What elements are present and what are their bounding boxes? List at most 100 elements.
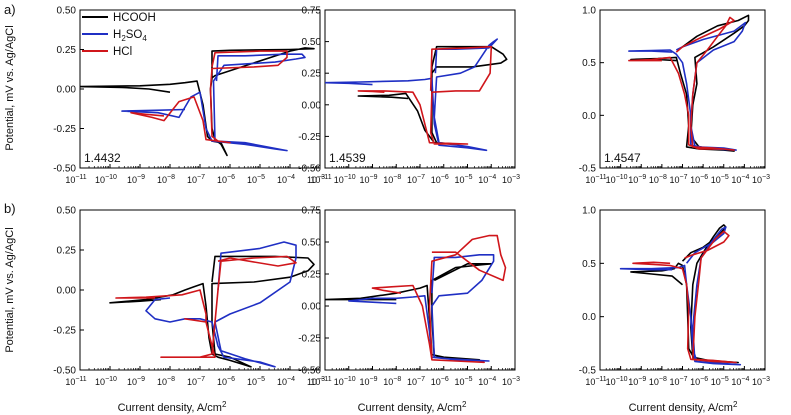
legend-label-h2so4: H2SO4 <box>113 29 147 43</box>
svg-text:Current density, A/cm2: Current density, A/cm2 <box>629 400 738 414</box>
x-tick-label: 10−10 <box>606 174 628 185</box>
x-tick-label: 10−3 <box>307 376 325 387</box>
y-tick-label: 0.00 <box>302 100 322 111</box>
y-tick-label: 0.50 <box>57 206 77 217</box>
x-tick-label: 10−11 <box>65 376 86 387</box>
x-tick-label: 10−11 <box>65 174 86 185</box>
panel-a1: -0.50 -0.25 0.00 0.25 0.50 10−11 10−10 10−9 10−8… <box>53 6 325 186</box>
y-tick-label: 1.0 <box>582 6 596 17</box>
legend: HCOOH H2SO4 HCl <box>82 12 156 58</box>
x-axis-title-b1: Current density, A/cm2 <box>118 400 227 414</box>
series-line-h2so4 <box>348 254 495 362</box>
y-tick-label: -0.25 <box>53 326 76 337</box>
x-tick-label: 10−10 <box>334 376 356 387</box>
y-tick-label: 0.25 <box>302 270 322 281</box>
x-tick-label: 10−4 <box>277 174 295 185</box>
y-tick-label: -0.5 <box>579 164 597 175</box>
series-line-hcooh <box>630 14 750 152</box>
x-tick-label: 10−8 <box>157 376 175 387</box>
y-tick-label: -0.50 <box>298 366 321 377</box>
x-tick-label: 10−3 <box>307 174 325 185</box>
y-tick-label: -0.5 <box>579 366 597 377</box>
series-line-hcl <box>130 50 288 144</box>
y-tick-label: 0.25 <box>57 246 77 257</box>
row-label-b: b) <box>4 201 16 216</box>
series-line-hcooh <box>357 45 508 145</box>
series-line-h2so4 <box>619 226 742 366</box>
y-tick-label: -0.25 <box>53 124 76 135</box>
x-tick-label: 10−8 <box>383 376 401 387</box>
series-line-hcooh <box>630 224 739 364</box>
y-tick-label: -0.50 <box>53 366 76 377</box>
x-tick-label: 10−7 <box>187 174 205 185</box>
x-tick-label: 10−9 <box>360 376 378 387</box>
x-tick-label: 10−11 <box>585 174 606 185</box>
x-tick-label: 10−8 <box>157 174 175 185</box>
x-tick-label: 10−5 <box>455 174 473 185</box>
steel-grade-label: 1.4432 <box>84 151 121 165</box>
series-line-hcooh <box>80 47 315 157</box>
series-line-hcl <box>371 234 507 364</box>
panel-a2: -0.50 -0.25 0.00 0.25 0.50 0.75 10−11 10−10 10−9… <box>298 6 520 186</box>
steel-grade-label: 1.4547 <box>604 151 641 165</box>
y-tick-label: 0.00 <box>57 85 77 96</box>
x-tick-label: 10−5 <box>711 174 729 185</box>
y-tick-label: 0.75 <box>302 6 322 17</box>
y-tick-label: -0.50 <box>298 164 321 175</box>
x-tick-label: 10−5 <box>711 376 729 387</box>
x-tick-label: 10−11 <box>585 376 606 387</box>
row-label-a: a) <box>4 2 16 17</box>
x-tick-label: 10−8 <box>649 174 667 185</box>
x-tick-label: 10−7 <box>670 174 688 185</box>
x-tick-label: 10−5 <box>455 376 473 387</box>
panel-b2: -0.50 -0.25 0.00 0.25 0.50 0.75 10−11 10−10 10−9… <box>298 206 520 388</box>
series-group <box>619 224 742 366</box>
series-line-hcl <box>632 230 737 364</box>
y-tick-label: 0.0 <box>582 111 596 122</box>
x-tick-label: 10−5 <box>247 174 265 185</box>
x-tick-label: 10−3 <box>502 376 520 387</box>
x-tick-label: 10−6 <box>431 376 449 387</box>
x-tick-label: 10−8 <box>383 174 401 185</box>
x-tick-label: 10−10 <box>606 376 628 387</box>
series-line-h2so4 <box>628 21 747 151</box>
series-line-hcooh <box>109 255 315 368</box>
x-tick-label: 10−6 <box>431 174 449 185</box>
y-tick-label: 0.25 <box>57 45 77 56</box>
plot-frame <box>599 209 766 371</box>
y-tick-label: 0.25 <box>302 69 322 80</box>
x-tick-label: 10−9 <box>628 376 646 387</box>
y-tick-label: 0.00 <box>302 302 322 313</box>
y-tick-label: -0.50 <box>53 164 76 175</box>
legend-label-hcl: HCl <box>113 46 132 58</box>
series-line-hcl <box>628 16 735 151</box>
x-tick-label: 10−4 <box>478 376 496 387</box>
series-line-hcooh <box>325 263 493 361</box>
x-tick-label: 10−4 <box>277 376 295 387</box>
x-tick-label: 10−4 <box>478 174 496 185</box>
x-tick-label: 10−6 <box>217 174 235 185</box>
x-tick-label: 10−7 <box>670 376 688 387</box>
x-tick-label: 10−3 <box>752 174 770 185</box>
x-tick-label: 10−4 <box>731 174 749 185</box>
y-tick-label: 0.0 <box>582 312 596 323</box>
svg-text:Current density, A/cm2: Current density, A/cm2 <box>118 400 227 414</box>
y-axis-title-b: Potential, mV vs. Ag/AgCl <box>4 227 16 352</box>
x-tick-label: 10−9 <box>127 174 145 185</box>
series-group <box>109 241 315 368</box>
series-group <box>325 234 507 364</box>
y-tick-label: -0.25 <box>298 334 321 345</box>
plot-frame <box>324 9 516 169</box>
x-tick-label: 10−7 <box>407 376 425 387</box>
x-axis-title-b3: Current density, A/cm2 <box>629 400 738 414</box>
y-axis-title-a: Potential, mV vs. Ag/AgCl <box>4 25 16 150</box>
x-tick-label: 10−9 <box>360 174 378 185</box>
x-tick-label: 10−6 <box>690 174 708 185</box>
x-tick-label: 10−11 <box>310 376 331 387</box>
x-tick-label: 10−7 <box>407 174 425 185</box>
x-tick-label: 10−11 <box>310 174 331 185</box>
x-tick-label: 10−9 <box>628 174 646 185</box>
series-group <box>628 14 750 152</box>
